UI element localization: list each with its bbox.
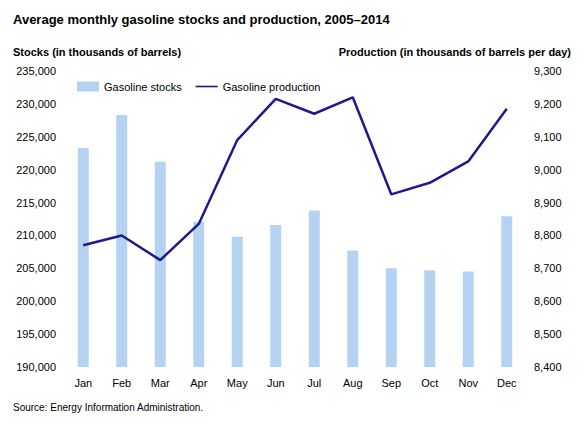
svg-text:Jan: Jan <box>74 377 92 389</box>
svg-text:Oct: Oct <box>421 377 438 389</box>
svg-text:8,900: 8,900 <box>534 197 562 209</box>
svg-text:Source: Energy Information Adm: Source: Energy Information Administratio… <box>13 402 203 413</box>
svg-text:8,400: 8,400 <box>534 361 562 373</box>
svg-text:190,000: 190,000 <box>16 361 56 373</box>
svg-text:215,000: 215,000 <box>16 197 56 209</box>
svg-text:Gasoline stocks: Gasoline stocks <box>104 81 182 93</box>
svg-text:225,000: 225,000 <box>16 131 56 143</box>
svg-text:Jun: Jun <box>267 377 285 389</box>
svg-text:9,200: 9,200 <box>534 98 562 110</box>
svg-text:9,000: 9,000 <box>534 164 562 176</box>
svg-text:205,000: 205,000 <box>16 262 56 274</box>
svg-text:Production (in thousands of ba: Production (in thousands of barrels per … <box>339 46 572 58</box>
svg-text:Feb: Feb <box>112 377 131 389</box>
svg-text:Stocks (in thousands of barrel: Stocks (in thousands of barrels) <box>13 46 181 58</box>
svg-text:Aug: Aug <box>343 377 363 389</box>
svg-text:9,100: 9,100 <box>534 131 562 143</box>
svg-text:235,000: 235,000 <box>16 65 56 77</box>
svg-text:Jul: Jul <box>307 377 321 389</box>
svg-text:8,700: 8,700 <box>534 262 562 274</box>
svg-text:Gasoline production: Gasoline production <box>223 81 321 93</box>
svg-text:9,300: 9,300 <box>534 65 562 77</box>
svg-text:200,000: 200,000 <box>16 295 56 307</box>
svg-text:8,800: 8,800 <box>534 229 562 241</box>
svg-text:230,000: 230,000 <box>16 98 56 110</box>
svg-text:Average monthly gasoline stock: Average monthly gasoline stocks and prod… <box>13 12 390 27</box>
svg-text:Mar: Mar <box>151 377 170 389</box>
svg-text:Sep: Sep <box>381 377 401 389</box>
svg-text:Nov: Nov <box>458 377 478 389</box>
svg-text:220,000: 220,000 <box>16 164 56 176</box>
svg-text:210,000: 210,000 <box>16 229 56 241</box>
svg-text:8,600: 8,600 <box>534 295 562 307</box>
svg-text:May: May <box>227 377 248 389</box>
svg-text:Apr: Apr <box>190 377 207 389</box>
svg-text:195,000: 195,000 <box>16 328 56 340</box>
svg-text:8,500: 8,500 <box>534 328 562 340</box>
svg-text:Dec: Dec <box>497 377 517 389</box>
